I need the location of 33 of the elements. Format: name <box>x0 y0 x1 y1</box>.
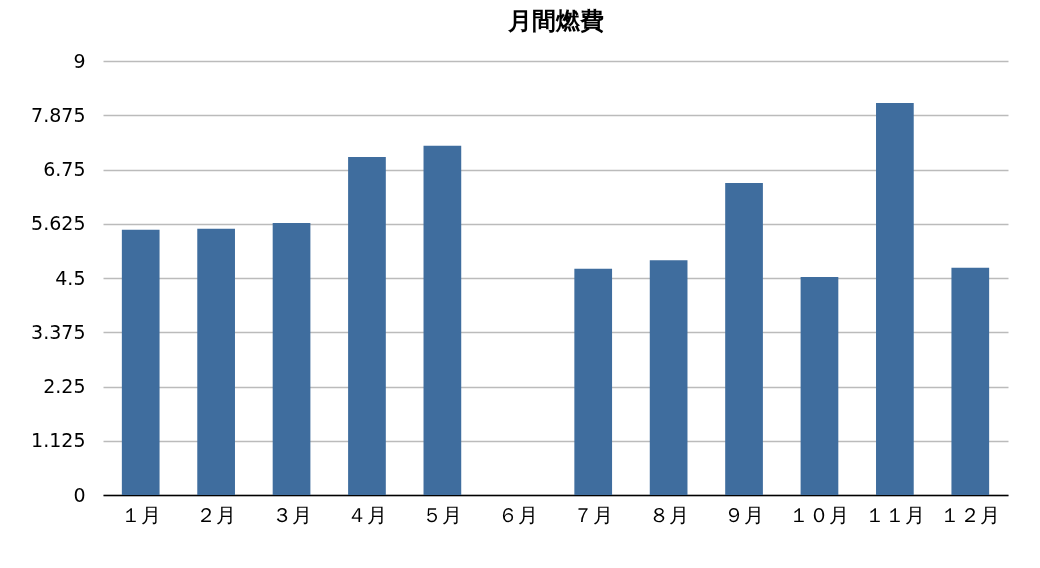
x-tick-label: ５月 <box>422 502 463 527</box>
y-tick-label: 2.25 <box>43 375 86 397</box>
y-tick-label: 7.875 <box>31 103 86 126</box>
x-tick-label: ９月 <box>724 502 765 527</box>
x-tick-label: ７月 <box>573 502 614 527</box>
x-tick-label: １２月 <box>940 502 1001 527</box>
x-tick-label: ３月 <box>271 502 312 527</box>
x-tick-label: １１月 <box>864 502 925 527</box>
x-tick-label: ８月 <box>648 502 689 527</box>
x-tick-label: ６月 <box>497 502 538 527</box>
bar <box>197 228 235 495</box>
bar <box>951 267 990 495</box>
x-tick-label: １０月 <box>789 502 850 527</box>
y-tick-label: 3.375 <box>31 320 86 343</box>
x-tick-label: １月 <box>120 502 161 527</box>
y-tick-label: 6.75 <box>43 158 86 180</box>
bar <box>574 268 613 495</box>
bar <box>121 229 160 495</box>
y-tick-label: 4.5 <box>55 266 86 289</box>
x-tick-label: ４月 <box>346 502 387 527</box>
x-tick-label: ２月 <box>196 502 237 527</box>
y-tick-label: 0 <box>73 483 86 506</box>
bar <box>649 260 688 495</box>
bar <box>725 183 763 495</box>
bar <box>876 102 914 495</box>
y-tick-label: 1.125 <box>31 429 86 452</box>
y-tick-label: 5.625 <box>31 212 86 235</box>
bar <box>423 145 462 495</box>
chart-title: 月間燃費 <box>506 7 604 35</box>
y-tick-label: 9 <box>73 49 86 72</box>
bar <box>348 156 386 495</box>
bar <box>800 277 839 495</box>
bar <box>272 223 311 495</box>
